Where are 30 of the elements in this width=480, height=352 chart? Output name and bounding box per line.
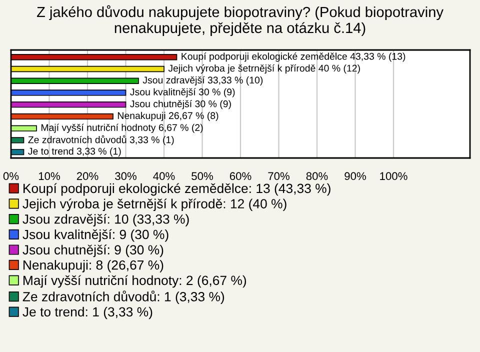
chart-title: Z jakého důvodu nakupujete biopotraviny? (Pokud biopotraviny nenakupujete, přejděte na otázku č.14)	[36, 5, 444, 36]
x-tick-label: 60%	[230, 172, 252, 180]
x-tick-label: 40%	[153, 172, 175, 180]
x-tick-label: 80%	[306, 172, 328, 180]
x-tick-label: 10%	[38, 172, 60, 180]
legend-label: Ze zdravotních důvodů: 1 (3,33 %)	[22, 290, 224, 304]
data-label: Jsou zdravější 33,33 % (10)	[142, 76, 263, 86]
legend-label: Nenakupuji: 8 (26,67 %)	[24, 260, 164, 272]
legend-label: Jsou chutnější: 9 (30 %)	[22, 244, 164, 258]
data-label: Je to trend 3,33 % (1)	[28, 148, 121, 157]
data-label: Jsou chutnější 30 % (9)	[130, 100, 231, 110]
legend-label: Koupí podporuji ekologické zemědělce: 13 (43,33 %)	[24, 183, 330, 196]
x-tick-label: 50%	[192, 172, 213, 180]
data-label: Mají vyšší nutriční hodnoty 6,67 % (2)	[41, 124, 203, 133]
data-label: Ze zdravotních důvodů 3,33 % (1)	[28, 135, 174, 146]
data-label: Koupí podporuji ekologické zemědělce 43,33 % (13)	[182, 52, 406, 62]
x-tick-label: 30%	[115, 172, 136, 180]
x-tick-label: 70%	[268, 172, 290, 180]
x-tick-label: 20%	[76, 172, 98, 180]
data-label: Jsou kvalitnější 30 % (9)	[130, 88, 235, 98]
x-tick-label: 100%	[380, 172, 408, 180]
data-label: Jejich výroba je šetrnější k přírodě 40 % (12)	[168, 64, 360, 74]
legend-label: Mají vyšší nutriční hodnoty: 2 (6,67 %)	[24, 275, 246, 288]
x-tick-label: 0%	[3, 172, 19, 180]
data-label: Nenakupuji 26,67 % (8)	[118, 112, 218, 121]
legend-label: Je to trend: 1 (3,33 %)	[22, 306, 152, 320]
legend-label: Jsou kvalitnější: 9 (30 %)	[22, 229, 168, 242]
legend-label: Jejich výroba je šetrnější k přírodě: 12 (40 %)	[22, 198, 286, 212]
x-tick-label: 90%	[344, 172, 366, 180]
legend-label: Jsou zdravější: 10 (33,33 %)	[22, 214, 189, 226]
